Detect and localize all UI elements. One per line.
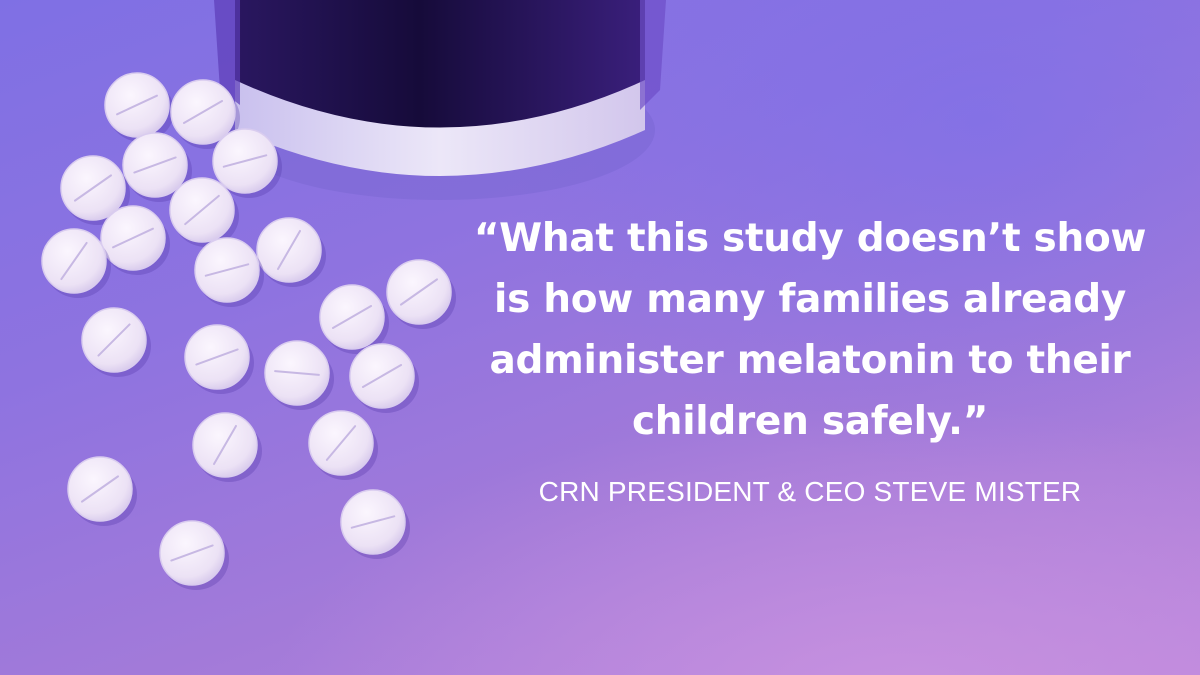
pill bbox=[184, 324, 254, 394]
pill bbox=[192, 412, 262, 482]
pill bbox=[100, 205, 170, 275]
pill bbox=[170, 79, 240, 149]
quote-attribution: CRN PRESIDENT & CEO STEVE MISTER bbox=[538, 476, 1082, 507]
pill bbox=[194, 237, 264, 307]
quote-text: “What this study doesn’t show is how man… bbox=[473, 216, 1147, 444]
pill bbox=[349, 343, 419, 413]
pill bbox=[308, 410, 378, 480]
pill-bottle-illustration bbox=[214, 0, 666, 200]
quote-block: “What this study doesn’t show is how man… bbox=[455, 208, 1165, 508]
pill bbox=[67, 456, 137, 526]
pill bbox=[41, 228, 111, 298]
pills-illustration bbox=[41, 72, 456, 590]
pill bbox=[340, 489, 410, 559]
pill bbox=[81, 307, 151, 377]
pill bbox=[104, 72, 174, 142]
pill bbox=[256, 217, 326, 287]
pill bbox=[319, 284, 389, 354]
pill bbox=[169, 177, 239, 247]
pill bbox=[264, 340, 334, 410]
pill bbox=[212, 128, 282, 198]
pill bbox=[60, 155, 130, 225]
pill bbox=[122, 132, 192, 202]
pill bbox=[159, 520, 229, 590]
pill bbox=[386, 259, 456, 329]
